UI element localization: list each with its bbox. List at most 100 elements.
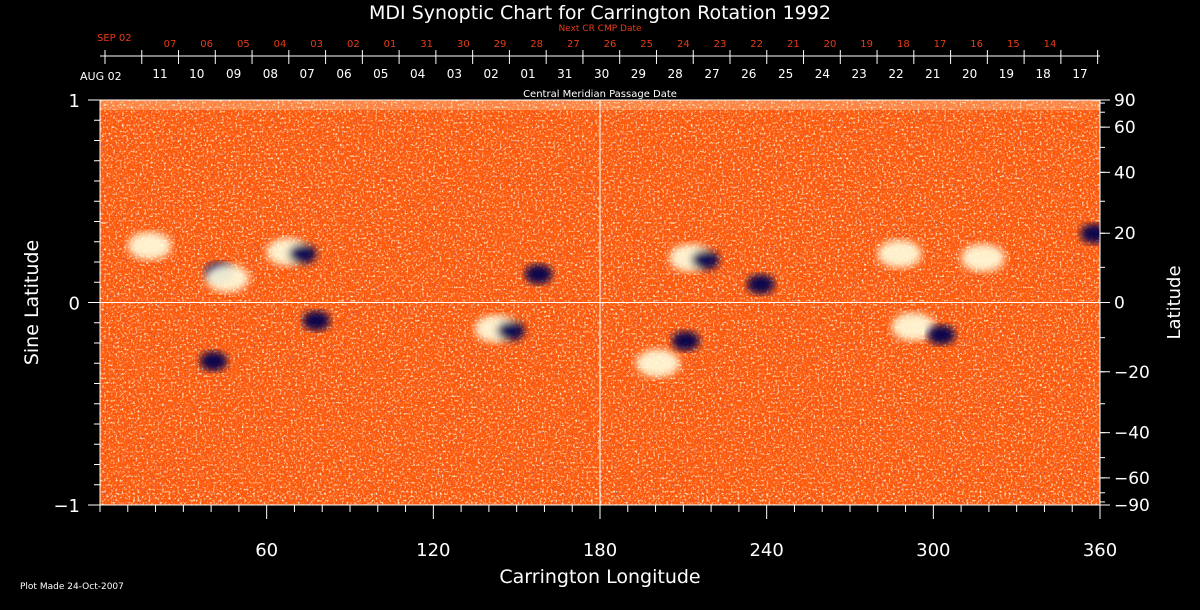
- cmp-date-label: 26: [741, 67, 756, 81]
- positive-flux: [127, 231, 172, 260]
- cmp-date-label: 25: [778, 67, 793, 81]
- cmp-date-label: 01: [520, 67, 535, 81]
- negative-flux: [288, 243, 317, 264]
- positive-flux: [960, 243, 1005, 272]
- chart-title: MDI Synoptic Chart for Carrington Rotati…: [369, 2, 831, 24]
- cmp-date-label: 31: [557, 67, 572, 81]
- next-cr-date-label: 26: [604, 39, 617, 50]
- active-region: [669, 243, 720, 272]
- active-region: [927, 324, 956, 345]
- next-cr-start-label: SEP 02: [97, 33, 132, 44]
- cmp-date-label: 11: [152, 67, 167, 81]
- cmp-date-label: 27: [704, 67, 719, 81]
- y-tick-label: −1: [53, 496, 80, 517]
- active-region: [635, 349, 680, 378]
- cmp-date-label: 21: [925, 67, 940, 81]
- active-region: [266, 237, 317, 266]
- cmp-date-label: 18: [1036, 67, 1051, 81]
- cmp-date-label: 24: [815, 67, 830, 81]
- lat-tick-label: 0: [1114, 294, 1125, 314]
- cmp-date-label: 22: [888, 67, 903, 81]
- cmp-date-label: 03: [447, 67, 462, 81]
- positive-flux: [635, 349, 680, 378]
- positive-flux: [891, 312, 936, 341]
- active-region: [746, 274, 775, 295]
- cmp-date-label: 19: [999, 67, 1014, 81]
- y-axis-label-left: Sine Latitude: [21, 240, 43, 365]
- lat-tick-label: 40: [1114, 163, 1136, 183]
- active-region: [302, 310, 331, 331]
- cmp-date-label: 04: [410, 67, 425, 81]
- cmp-date-label: 28: [668, 67, 683, 81]
- next-cr-date-label: 25: [640, 39, 653, 50]
- cmp-date-label: 08: [263, 67, 278, 81]
- cmp-date-label: 05: [373, 67, 388, 81]
- negative-flux: [1080, 223, 1100, 244]
- next-cr-date-label: 29: [494, 39, 507, 50]
- lat-tick-label: 60: [1114, 118, 1136, 138]
- cmp-date-label: 06: [336, 67, 351, 81]
- next-cr-axis-label: Next CR CMP Date: [558, 24, 642, 34]
- negative-flux: [746, 274, 775, 295]
- active-region: [127, 231, 172, 260]
- next-cr-date-label: 20: [824, 39, 837, 50]
- active-region: [474, 314, 525, 343]
- next-cr-date-label: 04: [274, 39, 287, 50]
- negative-flux: [927, 324, 956, 345]
- next-cr-date-label: 30: [457, 39, 470, 50]
- cmp-start-label: AUG 02: [80, 70, 122, 83]
- active-region: [1080, 223, 1100, 244]
- x-tick-label: 180: [583, 540, 617, 561]
- cmp-date-label: 30: [594, 67, 609, 81]
- next-cr-date-label: 15: [1007, 39, 1020, 50]
- active-region: [205, 264, 250, 293]
- y-tick-label: 1: [69, 91, 80, 112]
- cmp-axis-label: Central Meridian Passage Date: [523, 89, 677, 100]
- next-cr-date-label: 16: [970, 39, 983, 50]
- cmp-date-label: 07: [300, 67, 315, 81]
- lat-tick-label: −20: [1114, 363, 1150, 383]
- active-region: [891, 312, 936, 341]
- plot-made-note: Plot Made 24-Oct-2007: [20, 582, 124, 592]
- next-cr-date-label: 18: [897, 39, 910, 50]
- y-tick-label: 0: [69, 294, 80, 315]
- next-cr-date-label: 01: [384, 39, 397, 50]
- next-cr-date-label: 21: [787, 39, 800, 50]
- positive-flux: [877, 239, 922, 268]
- cmp-date-label: 20: [962, 67, 977, 81]
- x-tick-label: 300: [916, 540, 950, 561]
- next-cr-date-label: 14: [1044, 39, 1057, 50]
- next-cr-date-label: 24: [677, 39, 690, 50]
- next-cr-date-label: 23: [714, 39, 727, 50]
- lat-tick-label: −40: [1114, 424, 1150, 444]
- active-region: [960, 243, 1005, 272]
- negative-flux: [691, 249, 720, 270]
- negative-flux: [524, 264, 553, 285]
- cmp-date-label: 02: [484, 67, 499, 81]
- negative-flux: [199, 351, 228, 372]
- cmp-date-label: 09: [226, 67, 241, 81]
- next-cr-date-label: 31: [420, 39, 433, 50]
- active-region: [671, 330, 700, 351]
- lat-tick-label: −60: [1114, 469, 1150, 489]
- cmp-date-label: 29: [631, 67, 646, 81]
- negative-flux: [671, 330, 700, 351]
- active-region: [199, 351, 228, 372]
- next-cr-date-label: 07: [164, 39, 177, 50]
- lat-tick-label: 20: [1114, 224, 1136, 244]
- cmp-date-label: 23: [852, 67, 867, 81]
- next-cr-date-label: 02: [347, 39, 360, 50]
- cmp-date-label: 17: [1072, 67, 1087, 81]
- negative-flux: [496, 320, 525, 341]
- next-cr-date-label: 05: [237, 39, 250, 50]
- next-cr-date-label: 28: [530, 39, 543, 50]
- x-tick-label: 120: [416, 540, 450, 561]
- lat-tick-label: −90: [1114, 496, 1150, 516]
- lat-tick-label: 90: [1114, 91, 1136, 111]
- cmp-date-label: 10: [189, 67, 204, 81]
- next-cr-date-label: 27: [567, 39, 580, 50]
- active-region: [524, 264, 553, 285]
- next-cr-date-label: 19: [860, 39, 873, 50]
- y-axis-label-right: Latitude: [1164, 265, 1185, 339]
